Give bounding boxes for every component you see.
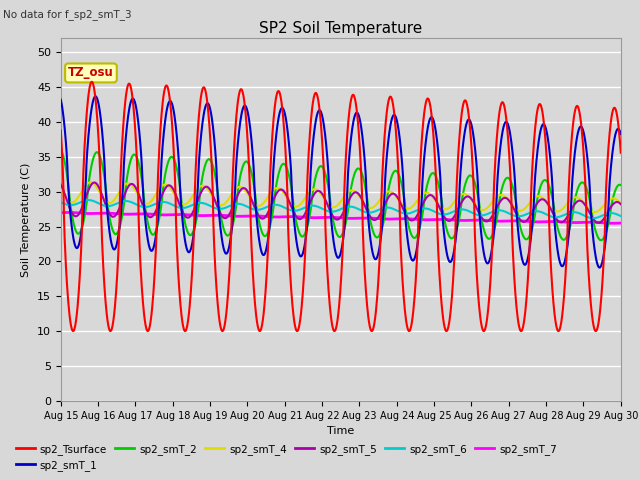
Text: TZ_osu: TZ_osu bbox=[68, 66, 114, 80]
Legend: sp2_Tsurface, sp2_smT_1, sp2_smT_2, sp2_smT_4, sp2_smT_5, sp2_smT_6, sp2_smT_7: sp2_Tsurface, sp2_smT_1, sp2_smT_2, sp2_… bbox=[12, 439, 561, 475]
Title: SP2 Soil Temperature: SP2 Soil Temperature bbox=[259, 21, 422, 36]
X-axis label: Time: Time bbox=[327, 426, 355, 436]
Text: No data for f_sp2_smT_3: No data for f_sp2_smT_3 bbox=[3, 9, 132, 20]
Y-axis label: Soil Temperature (C): Soil Temperature (C) bbox=[21, 162, 31, 277]
